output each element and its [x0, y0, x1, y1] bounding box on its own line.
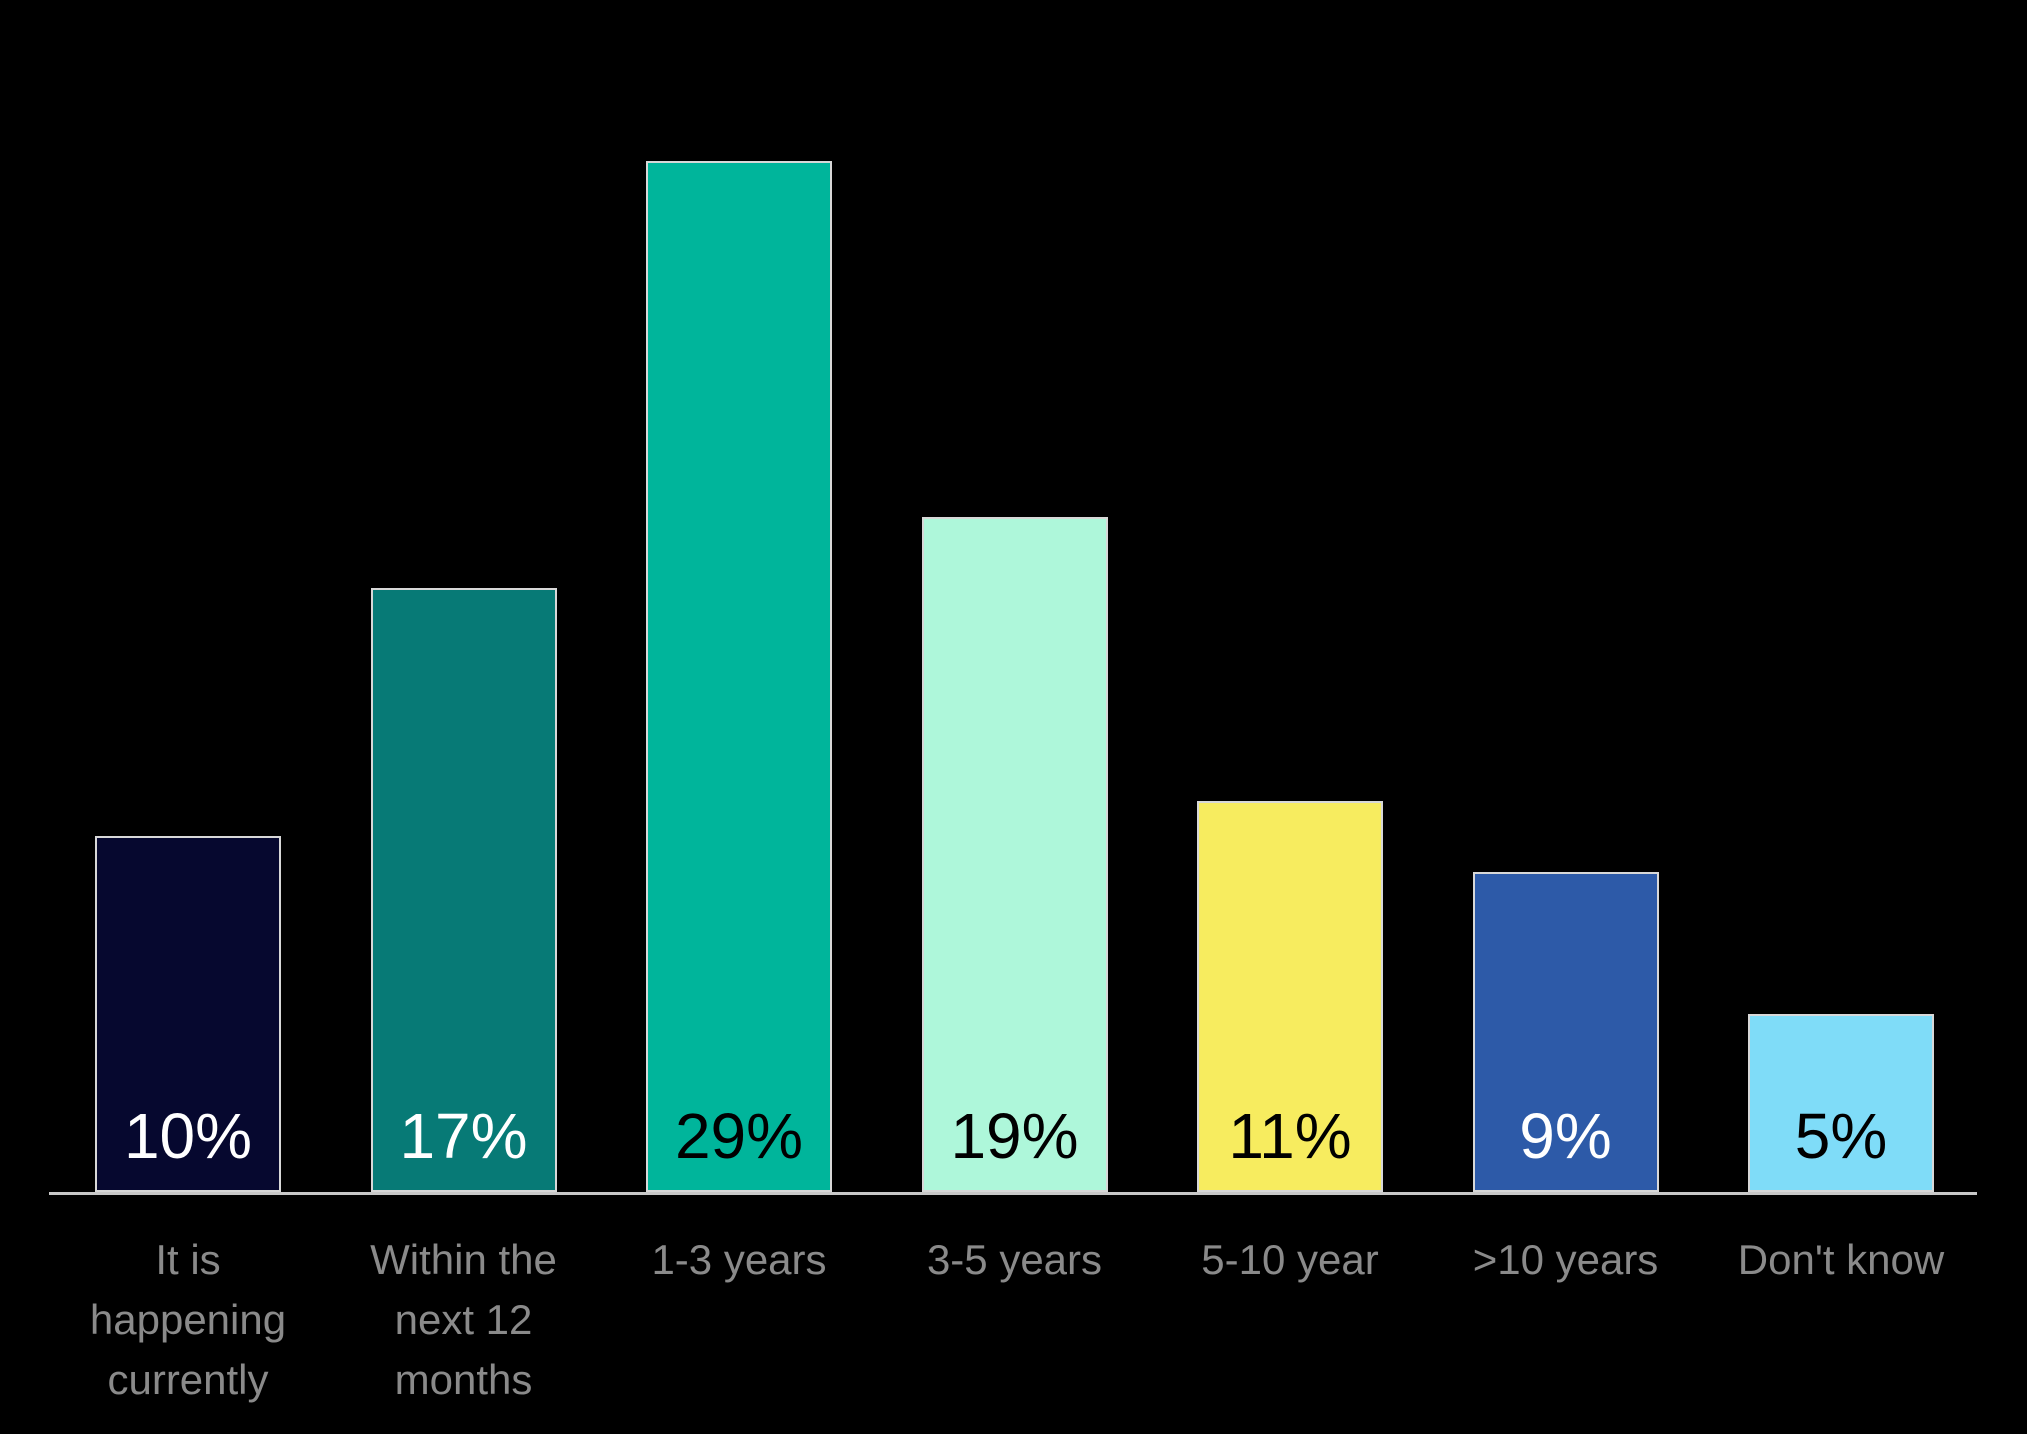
bar-7: 5% — [1748, 1014, 1934, 1192]
bar-2: 17% — [370, 588, 557, 1192]
bar-6: 9% — [1472, 872, 1659, 1192]
bar-value-label: 17% — [399, 1100, 528, 1172]
category-label: 5-10 year — [1201, 1236, 1379, 1283]
bar-1: 10% — [95, 836, 281, 1192]
bar-value-label: 10% — [123, 1100, 253, 1172]
category-label: It is happening currently — [89, 1236, 287, 1403]
bar-value-label: 5% — [1794, 1100, 1888, 1172]
bar-value-label: 19% — [950, 1100, 1079, 1172]
bar-4: 19% — [921, 517, 1108, 1192]
bar-value-label: 29% — [674, 1100, 804, 1172]
category-label: Within the next 12 months — [370, 1236, 557, 1403]
category-label: 3-5 years — [926, 1236, 1103, 1283]
category-label: Don't know — [1737, 1236, 1945, 1283]
bar-5: 11% — [1197, 801, 1383, 1192]
bar-3: 29% — [646, 161, 832, 1192]
category-label: 1-3 years — [651, 1236, 827, 1283]
bar-value-label: 11% — [1228, 1100, 1352, 1172]
bar-value-label: 9% — [1519, 1100, 1612, 1172]
category-label: >10 years — [1472, 1236, 1659, 1283]
x-axis-baseline — [49, 1192, 1977, 1195]
